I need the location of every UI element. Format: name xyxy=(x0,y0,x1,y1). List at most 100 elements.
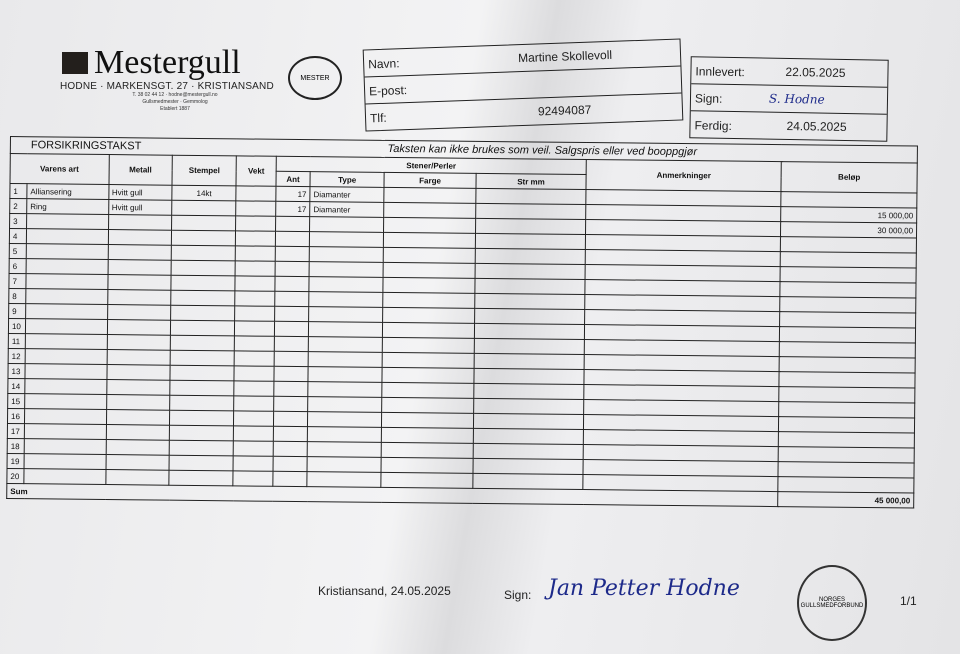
col-metal: Metall xyxy=(108,154,173,186)
cell-no: 2 xyxy=(9,198,27,214)
cell-stamp xyxy=(169,410,234,426)
cell-color xyxy=(382,337,475,354)
cell-size xyxy=(473,368,585,385)
cell-type xyxy=(308,366,383,383)
cell-metal xyxy=(106,319,171,336)
cell-item xyxy=(24,393,107,410)
cell-no: 7 xyxy=(8,273,27,289)
cell-amount: 30 000,00 xyxy=(780,221,917,238)
received-date: 22.05.2025 xyxy=(785,64,846,80)
cell-stamp xyxy=(170,275,236,291)
cell-count xyxy=(273,396,308,412)
cell-size xyxy=(473,383,584,400)
contact-line: T. 38 02 44 12 · hodne@mestergull.no xyxy=(132,92,218,98)
cell-stamp xyxy=(170,305,236,321)
cell-color xyxy=(382,322,475,339)
phone-label: Tlf: xyxy=(369,110,387,126)
cell-item xyxy=(24,408,107,425)
cell-stamp xyxy=(169,425,234,441)
cell-amount xyxy=(779,311,916,328)
cell-item: Alliansering xyxy=(26,183,109,200)
brand-name: Mestergull xyxy=(94,44,241,81)
cell-size xyxy=(475,203,586,220)
cell-metal xyxy=(107,259,172,276)
cell-color xyxy=(383,187,476,204)
done-label: Ferdig: xyxy=(694,118,733,134)
page-number: 1/1 xyxy=(900,594,917,608)
cell-type xyxy=(309,246,384,263)
cell-size xyxy=(473,413,584,430)
cell-size xyxy=(474,263,586,280)
cell-count xyxy=(273,366,309,382)
cell-count xyxy=(273,426,308,442)
cell-size xyxy=(474,338,585,355)
cell-metal xyxy=(106,349,171,366)
cell-count xyxy=(273,441,308,457)
cell-no: 6 xyxy=(9,258,27,274)
guild-stamp-icon: NORGES GULLSMEDFORBUND xyxy=(797,565,867,641)
cell-type xyxy=(309,216,384,233)
cell-metal xyxy=(105,439,170,456)
cell-count: 17 xyxy=(275,201,310,217)
cell-no: 18 xyxy=(7,438,25,454)
cell-color xyxy=(382,367,474,384)
cell-no: 11 xyxy=(8,333,26,349)
cell-item xyxy=(26,243,108,260)
cell-stamp xyxy=(169,365,235,381)
cell-count xyxy=(274,291,310,307)
cell-size xyxy=(474,293,585,310)
cell-count xyxy=(272,471,308,487)
cell-metal xyxy=(107,289,171,306)
cell-weight xyxy=(234,320,275,337)
col-color: Farge xyxy=(384,172,477,189)
cell-color xyxy=(381,427,474,444)
col-weight: Vekt xyxy=(236,155,277,187)
cell-item: Ring xyxy=(26,198,109,215)
cell-item xyxy=(25,318,108,335)
cell-weight xyxy=(235,290,275,307)
sum-value: 45 000,00 xyxy=(777,491,914,508)
cell-no: 15 xyxy=(7,393,25,409)
cell-amount xyxy=(778,386,915,403)
cell-color xyxy=(381,397,474,414)
cell-amount: 15 000,00 xyxy=(780,206,917,223)
cell-size xyxy=(474,323,585,340)
cell-metal xyxy=(105,424,170,441)
cell-stamp xyxy=(169,440,234,456)
cell-size xyxy=(474,278,586,295)
cell-weight xyxy=(233,440,274,457)
cell-stamp xyxy=(170,320,235,336)
cell-count xyxy=(274,306,309,322)
cell-type xyxy=(307,441,382,458)
cell-item xyxy=(24,423,106,440)
cell-stamp xyxy=(171,245,236,261)
cell-no: 4 xyxy=(9,228,27,244)
cell-type xyxy=(307,381,383,398)
cell-count xyxy=(272,456,308,472)
cell-weight xyxy=(235,230,276,247)
cell-metal xyxy=(107,304,171,321)
cell-item xyxy=(25,273,108,290)
cell-no: 12 xyxy=(8,348,26,364)
cell-stamp xyxy=(171,260,236,276)
cell-count xyxy=(275,231,310,247)
cell-size xyxy=(472,458,584,475)
cell-amount xyxy=(779,341,916,358)
cell-type: Diamanter xyxy=(309,186,385,203)
cell-type xyxy=(308,306,383,323)
cell-stamp xyxy=(171,200,237,216)
cell-color xyxy=(381,412,474,429)
done-date: 24.05.2025 xyxy=(786,118,847,135)
cell-metal xyxy=(106,364,171,381)
cell-no: 8 xyxy=(8,288,26,304)
cell-type xyxy=(307,396,382,413)
col-size: Str mm xyxy=(475,173,587,190)
cell-no: 16 xyxy=(7,408,25,424)
cell-metal xyxy=(106,334,171,351)
cell-weight xyxy=(234,305,275,322)
received-label: Innlevert: xyxy=(695,64,745,80)
cell-stamp xyxy=(169,395,235,411)
cell-metal xyxy=(107,274,172,291)
cell-stamp xyxy=(171,215,236,231)
